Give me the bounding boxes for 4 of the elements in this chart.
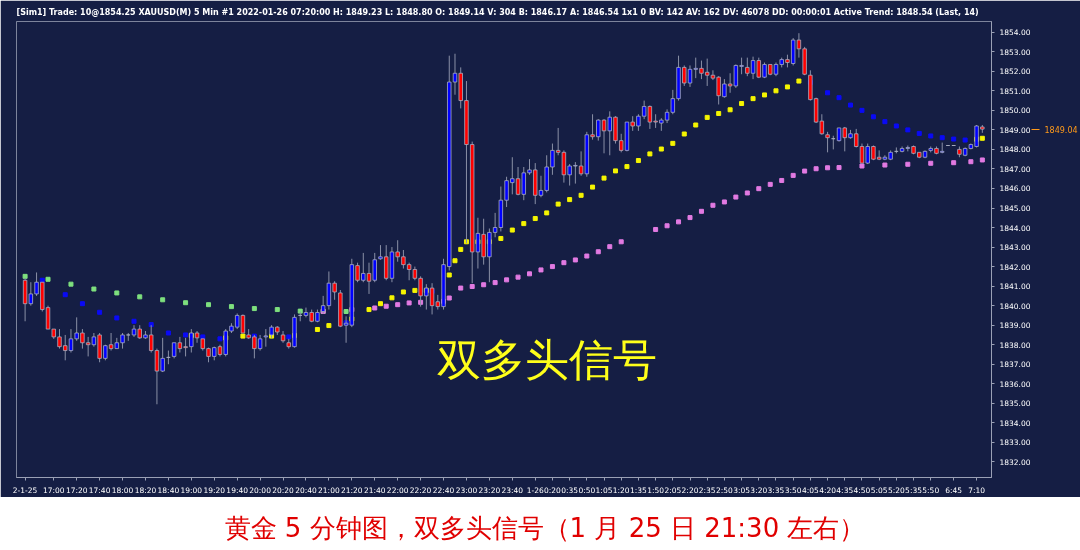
- annotation: 双多头信号: [436, 333, 657, 385]
- text: 黄金 5 分钟图，双多头信号（1 月 25 日 21:30 左右）: [224, 512, 866, 545]
- text: 1849.04: [1044, 125, 1078, 135]
- chart-subtitle: [Sim1] Trade: 10@1854.25 XAUUSD(M) 5 Min #1 2022-01-26 07:20:00 H: 1849.23 L: 1848.80 O: 1849.14 V: 304 B: 1846.17 A: 1846.54 1x1 0 BV: 142 AV: 162 DV: 46078 DD: 00:00:01 Active Trend: 1848.54 (Last, 14): [16, 7, 979, 17]
